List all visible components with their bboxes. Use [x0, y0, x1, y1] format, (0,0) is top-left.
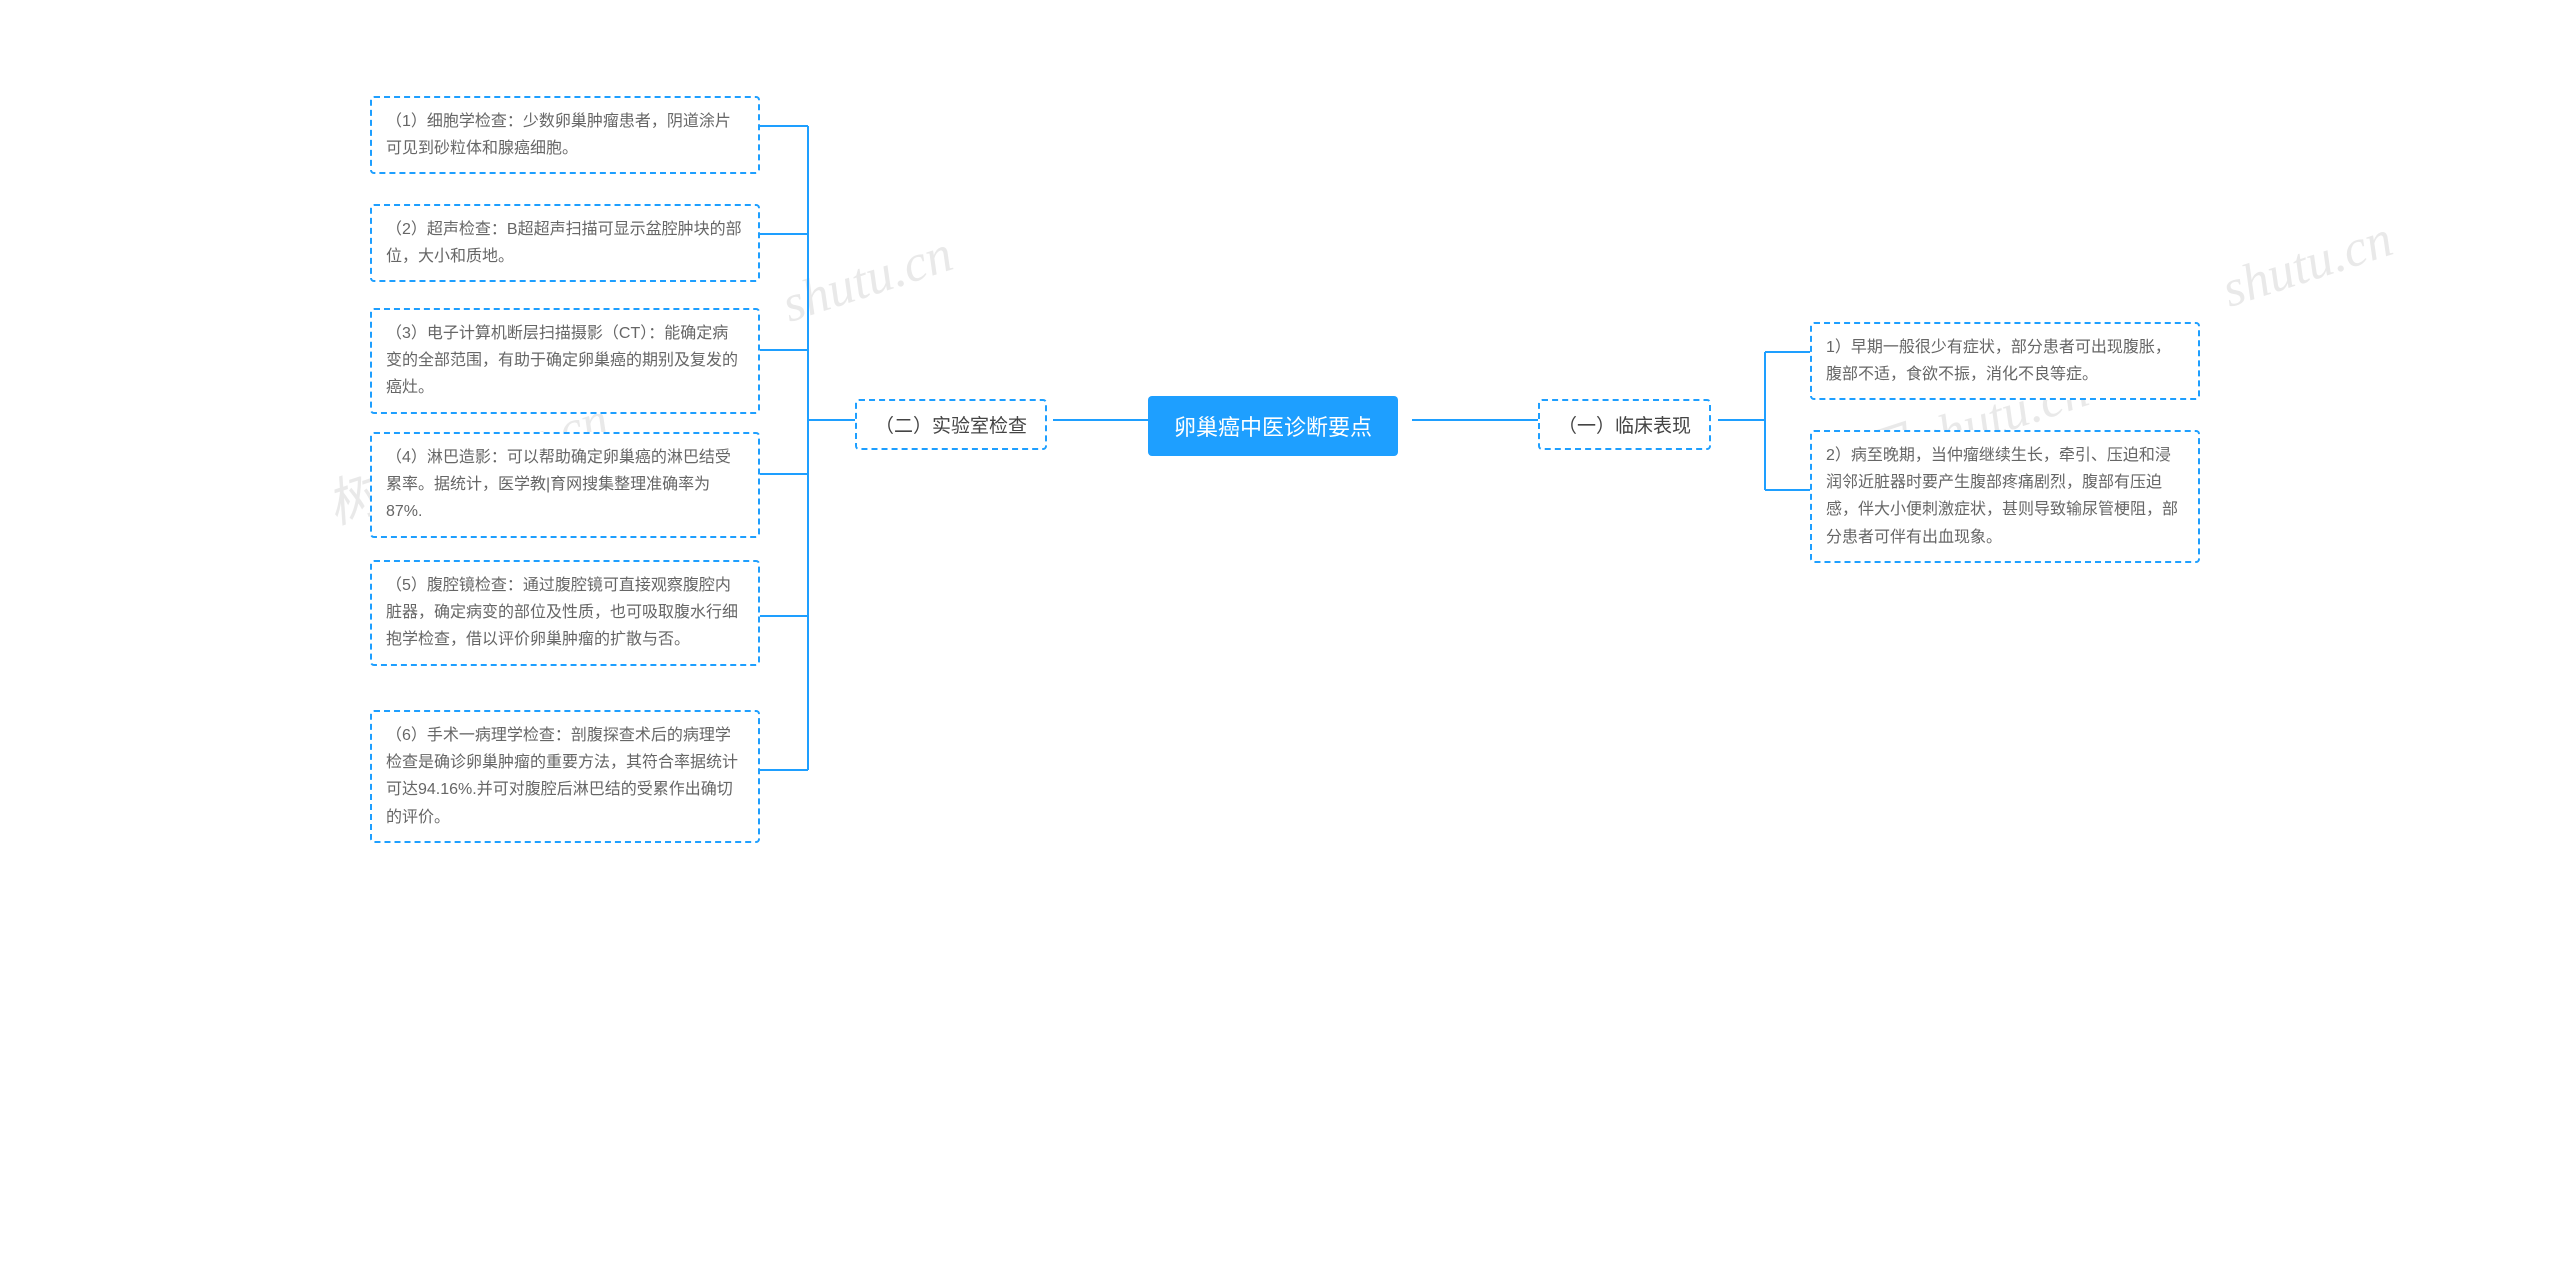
leaf-text: （2）超声检查：B超超声扫描可显示盆腔肿块的部位，大小和质地。	[386, 216, 744, 270]
watermark: shutu.cn	[775, 224, 959, 334]
leaf-lab-6[interactable]: （6）手术一病理学检查：剖腹探查术后的病理学检查是确诊卵巢肿瘤的重要方法，其符合…	[370, 710, 760, 843]
leaf-lab-4[interactable]: （4）淋巴造影：可以帮助确定卵巢癌的淋巴结受累率。据统计，医学教|育网搜集整理准…	[370, 432, 760, 538]
leaf-lab-2[interactable]: （2）超声检查：B超超声扫描可显示盆腔肿块的部位，大小和质地。	[370, 204, 760, 282]
watermark: shutu.cn	[2215, 209, 2399, 319]
leaf-text: 1）早期一般很少有症状，部分患者可出现腹胀，腹部不适，食欲不振，消化不良等症。	[1826, 334, 2184, 388]
branch-clinical[interactable]: （一）临床表现	[1538, 399, 1711, 450]
leaf-text: 2）病至晚期，当仲瘤继续生长，牵引、压迫和浸润邻近脏器时要产生腹部疼痛剧烈，腹部…	[1826, 442, 2184, 551]
branch-label: （二）实验室检查	[875, 411, 1027, 438]
leaf-clinical-1[interactable]: 1）早期一般很少有症状，部分患者可出现腹胀，腹部不适，食欲不振，消化不良等症。	[1810, 322, 2200, 400]
leaf-clinical-2[interactable]: 2）病至晚期，当仲瘤继续生长，牵引、压迫和浸润邻近脏器时要产生腹部疼痛剧烈，腹部…	[1810, 430, 2200, 563]
center-label: 卵巢癌中医诊断要点	[1174, 410, 1372, 442]
leaf-text: （3）电子计算机断层扫描摄影（CT）：能确定病变的全部范围，有助于确定卵巢癌的期…	[386, 320, 744, 402]
leaf-text: （4）淋巴造影：可以帮助确定卵巢癌的淋巴结受累率。据统计，医学教|育网搜集整理准…	[386, 444, 744, 526]
leaf-text: （5）腹腔镜检查：通过腹腔镜可直接观察腹腔内脏器，确定病变的部位及性质，也可吸取…	[386, 572, 744, 654]
branch-lab[interactable]: （二）实验室检查	[855, 399, 1047, 450]
leaf-lab-3[interactable]: （3）电子计算机断层扫描摄影（CT）：能确定病变的全部范围，有助于确定卵巢癌的期…	[370, 308, 760, 414]
leaf-lab-1[interactable]: （1）细胞学检查：少数卵巢肿瘤患者，阴道涂片可见到砂粒体和腺癌细胞。	[370, 96, 760, 174]
leaf-lab-5[interactable]: （5）腹腔镜检查：通过腹腔镜可直接观察腹腔内脏器，确定病变的部位及性质，也可吸取…	[370, 560, 760, 666]
leaf-text: （6）手术一病理学检查：剖腹探查术后的病理学检查是确诊卵巢肿瘤的重要方法，其符合…	[386, 722, 744, 831]
branch-label: （一）临床表现	[1558, 411, 1691, 438]
leaf-text: （1）细胞学检查：少数卵巢肿瘤患者，阴道涂片可见到砂粒体和腺癌细胞。	[386, 108, 744, 162]
center-node[interactable]: 卵巢癌中医诊断要点	[1148, 396, 1398, 456]
